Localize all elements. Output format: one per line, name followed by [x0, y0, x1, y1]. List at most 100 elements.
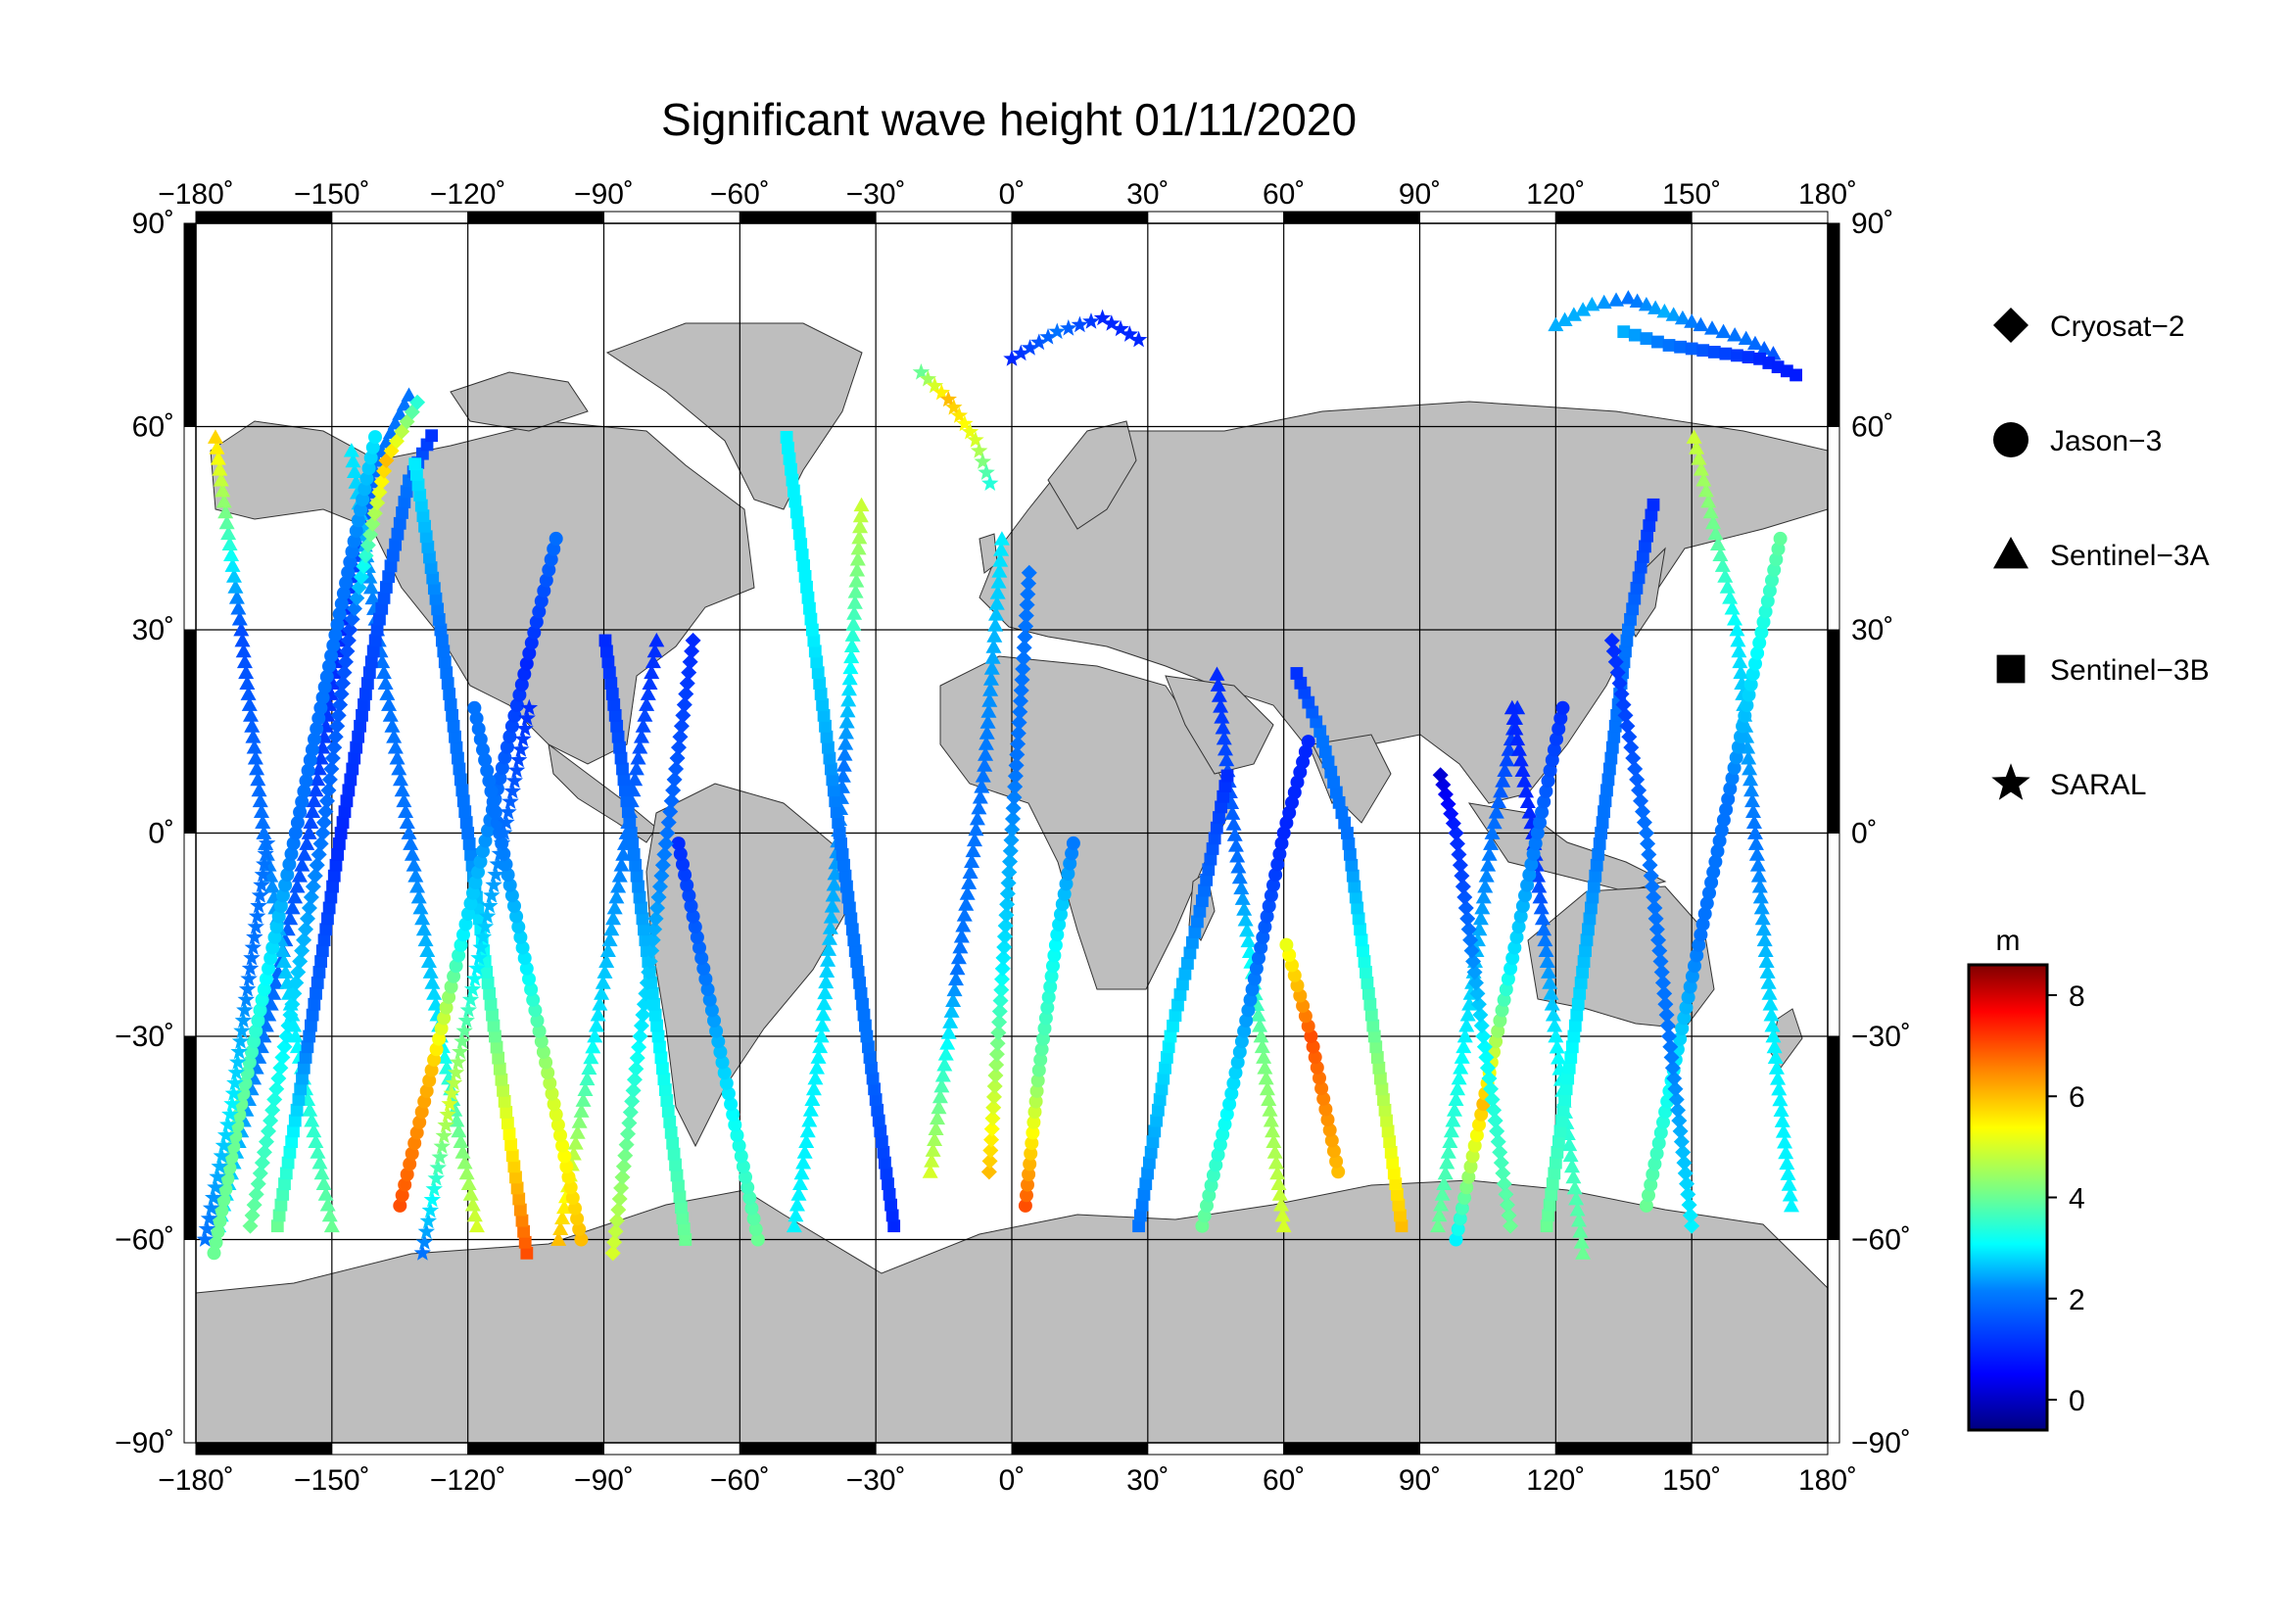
obs-triangle: [1267, 1155, 1284, 1170]
obs-triangle: [1779, 1155, 1795, 1170]
obs-square: [672, 1179, 685, 1193]
obs-triangle: [1543, 985, 1559, 1000]
obs-star: [1121, 325, 1139, 342]
obs-triangle: [217, 503, 234, 519]
obs-triangle: [841, 670, 858, 686]
obs-triangle: [823, 909, 839, 924]
obs-triangle: [936, 1057, 953, 1072]
obs-triangle: [1518, 783, 1535, 798]
obs-square: [789, 505, 803, 519]
lat-tick-label-right: 60˚: [1851, 411, 1893, 444]
lon-tick-label-top: −150˚: [294, 178, 370, 211]
obs-square: [308, 997, 321, 1011]
obs-square: [461, 827, 475, 839]
obs-circle: [313, 700, 328, 715]
obs-triangle: [1437, 1165, 1454, 1180]
obs-circle: [1264, 888, 1278, 903]
obs-circle: [707, 1014, 721, 1027]
obs-square: [425, 429, 439, 443]
obs-triangle: [632, 740, 648, 754]
obs-triangle: [377, 675, 394, 691]
obs-circle: [501, 868, 515, 883]
obs-star: [505, 772, 524, 788]
obs-circle: [1727, 761, 1742, 775]
obs-square: [1626, 602, 1640, 616]
obs-star: [413, 1244, 432, 1261]
obs-square: [621, 805, 635, 819]
obs-circle: [278, 878, 293, 892]
obs-circle: [515, 940, 530, 955]
obs-circle: [1197, 1209, 1212, 1223]
obs-triangle: [961, 875, 978, 889]
obs-triangle: [1767, 1049, 1784, 1065]
obs-circle: [721, 1086, 736, 1101]
obs-square: [875, 1135, 888, 1148]
obs-star: [233, 1022, 251, 1039]
obs-triangle: [795, 1155, 812, 1170]
obs-triangle: [1782, 1187, 1798, 1202]
colorbar-tick-label: 2: [2069, 1284, 2085, 1316]
obs-square: [1378, 1103, 1392, 1117]
obs-triangle: [583, 1049, 599, 1065]
obs-diamond: [987, 1068, 1004, 1084]
obs-triangle: [414, 910, 431, 926]
obs-triangle: [1596, 294, 1612, 310]
obs-triangle: [1436, 1175, 1453, 1191]
obs-square: [877, 1145, 890, 1159]
obs-square: [447, 719, 460, 733]
obs-circle: [1262, 899, 1276, 913]
obs-triangle: [1262, 1102, 1278, 1117]
obs-diamond: [991, 1014, 1008, 1030]
obs-triangle: [1638, 297, 1654, 311]
obs-square: [346, 762, 359, 776]
obs-triangle: [1689, 440, 1705, 454]
obs-star: [478, 907, 497, 925]
obs-circle: [365, 440, 380, 454]
obs-circle: [511, 920, 526, 934]
obs-triangle: [948, 971, 965, 986]
obs-diamond: [1462, 931, 1479, 948]
colorbar-gradient: [1967, 963, 2049, 1432]
obs-circle: [1028, 1094, 1043, 1109]
obs-square: [292, 1093, 306, 1106]
obs-star: [254, 865, 272, 883]
obs-circle: [463, 896, 478, 911]
obs-diamond: [1496, 1175, 1512, 1192]
obs-triangle: [1575, 302, 1592, 316]
obs-diamond: [620, 1125, 637, 1142]
obs-diamond: [682, 653, 698, 670]
obs-triangle: [640, 686, 656, 700]
obs-triangle: [1781, 1176, 1797, 1191]
obs-square: [801, 591, 815, 604]
obs-square: [610, 719, 624, 733]
obs-square: [792, 527, 806, 541]
obs-triangle: [628, 760, 644, 776]
obs-circle: [1243, 992, 1258, 1007]
obs-triangle: [633, 729, 649, 743]
obs-triangle: [950, 949, 967, 965]
obs-circle: [322, 659, 336, 674]
obs-triangle: [313, 1165, 330, 1180]
obs-square: [848, 944, 862, 958]
obs-triangle: [1738, 330, 1754, 345]
obs-triangle: [386, 729, 403, 743]
obs-circle: [400, 1168, 414, 1181]
obs-square: [1570, 1008, 1584, 1022]
obs-triangle: [284, 899, 301, 915]
obs-diamond: [1666, 1071, 1683, 1087]
obs-circle: [339, 576, 354, 591]
obs-triangle: [953, 929, 970, 943]
obs-triangle: [235, 643, 252, 658]
obs-square: [675, 1201, 688, 1215]
obs-diamond: [1013, 682, 1029, 698]
obs-circle: [481, 823, 495, 837]
obs-circle: [527, 625, 542, 640]
obs-triangle: [379, 686, 396, 700]
obs-triangle: [315, 1175, 332, 1191]
obs-square: [1321, 755, 1335, 769]
obs-circle: [499, 857, 513, 872]
obs-triangle: [978, 725, 995, 740]
obs-triangle: [790, 1186, 807, 1201]
obs-diamond: [626, 1072, 643, 1088]
obs-circle: [732, 1138, 746, 1153]
